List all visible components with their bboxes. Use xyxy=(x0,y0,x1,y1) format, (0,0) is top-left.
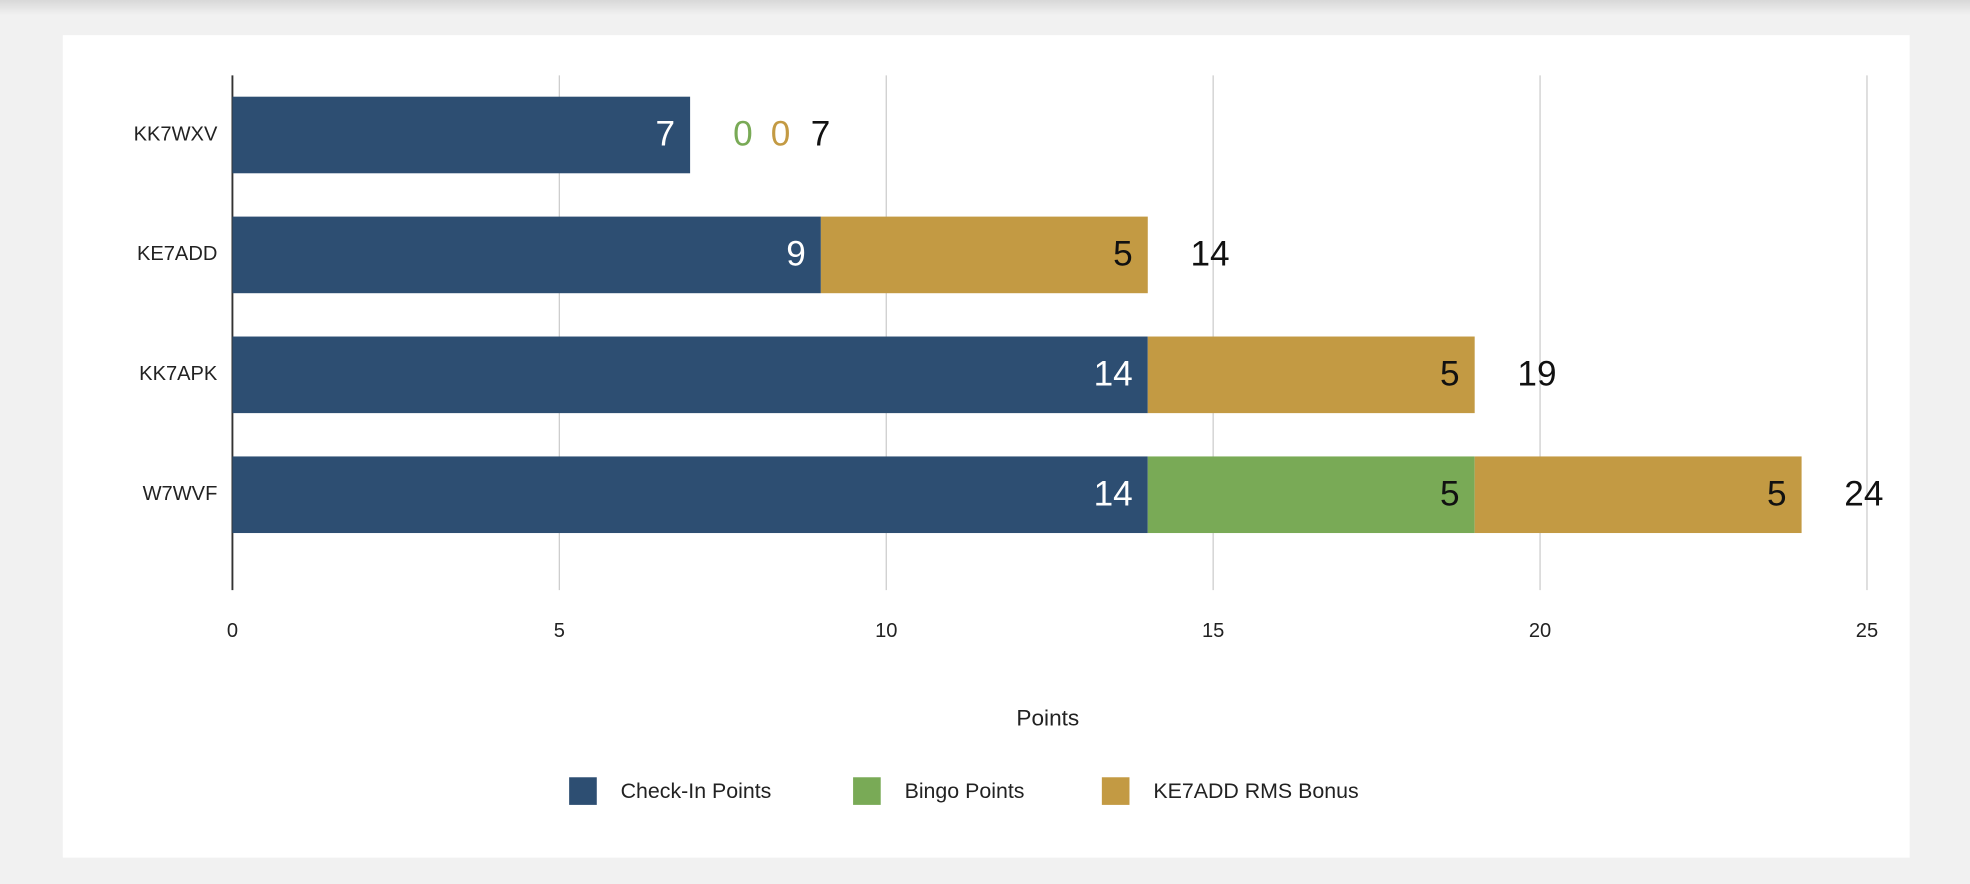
bar-segment xyxy=(232,96,691,174)
data-label: 0 xyxy=(771,115,791,154)
legend-swatch xyxy=(1101,777,1130,805)
bar-segment xyxy=(232,336,1148,414)
bar-segment xyxy=(1147,336,1475,414)
bar-segment xyxy=(232,456,1148,534)
data-label: 9 xyxy=(786,234,806,273)
bar-segment xyxy=(232,216,821,294)
legend-label: KE7ADD RMS Bonus xyxy=(1153,779,1358,803)
data-label: 7 xyxy=(655,115,675,154)
total-label: 24 xyxy=(1844,474,1883,513)
total-label: 7 xyxy=(811,115,831,154)
y-tick-label: KK7WXV xyxy=(134,123,218,145)
y-tick-label: KE7ADD xyxy=(137,243,217,265)
bar-segment xyxy=(820,216,1148,294)
x-tick-label: 15 xyxy=(1202,620,1224,642)
data-label: 5 xyxy=(1440,474,1460,513)
data-label: 5 xyxy=(1113,234,1133,273)
legend-label: Bingo Points xyxy=(905,779,1025,803)
legend-swatch xyxy=(569,777,597,805)
data-label: 0 xyxy=(733,115,753,154)
y-tick-label: KK7APK xyxy=(139,363,218,385)
x-tick-label: 20 xyxy=(1529,620,1551,642)
y-tick-label: W7WVF xyxy=(143,483,218,505)
legend-label: Check-In Points xyxy=(621,779,772,803)
x-tick-label: 0 xyxy=(227,620,238,642)
x-axis-title: Points xyxy=(1016,705,1079,730)
total-label: 14 xyxy=(1190,234,1229,273)
bar-segment xyxy=(1474,456,1802,534)
data-label: 14 xyxy=(1094,354,1133,393)
x-tick-label: 5 xyxy=(554,620,565,642)
data-label: 5 xyxy=(1440,354,1460,393)
x-tick-label: 10 xyxy=(875,620,897,642)
x-tick-label: 25 xyxy=(1856,620,1878,642)
top-shade xyxy=(0,0,1970,16)
bar-segment xyxy=(1147,456,1475,534)
total-label: 19 xyxy=(1517,354,1556,393)
data-label: 14 xyxy=(1094,474,1133,513)
legend-swatch xyxy=(853,777,881,805)
data-label: 5 xyxy=(1767,474,1787,513)
